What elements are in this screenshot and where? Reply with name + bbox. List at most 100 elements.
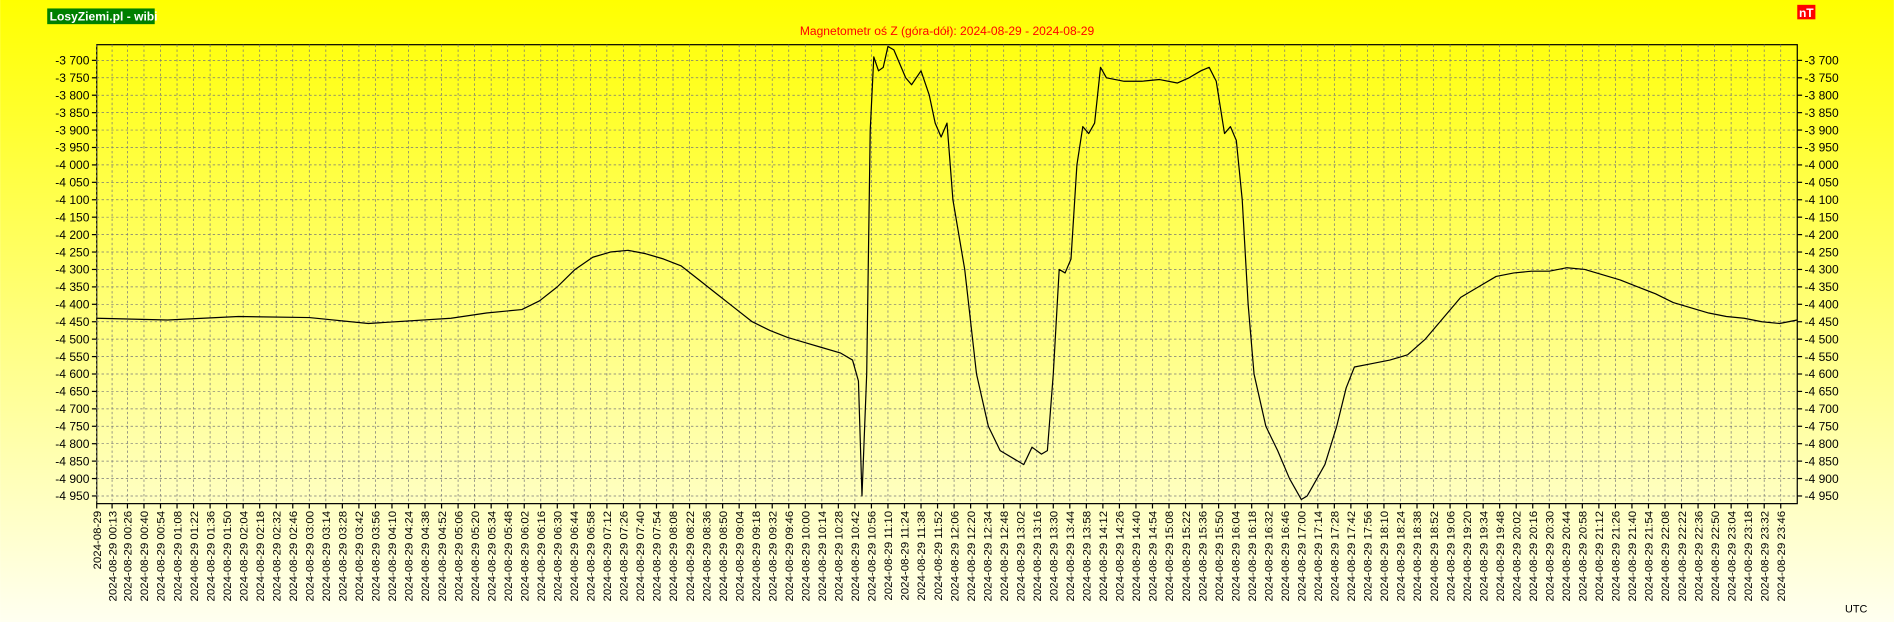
x-tick-label: 2024-08-29 20:02 — [1511, 511, 1523, 602]
x-tick-label: 2024-08-29 12:06 — [949, 511, 961, 602]
y2-tick-label: -3 800 — [1805, 88, 1839, 102]
x-tick-label: 2024-08-29 09:32 — [767, 511, 779, 602]
x-tick-label: 2024-08-29 22:08 — [1660, 511, 1672, 602]
y2-tick-label: -4 400 — [1805, 298, 1839, 312]
x-tick-label: 2024-08-29 14:40 — [1131, 511, 1143, 602]
x-tick-label: 2024-08-29 11:52 — [933, 511, 945, 601]
y-tick-label: -4 750 — [55, 420, 89, 434]
x-tick-label: 2024-08-29 08:22 — [685, 511, 697, 602]
unit-label: nT — [1799, 6, 1814, 20]
x-tick-label: 2024-08-29 20:30 — [1545, 511, 1557, 602]
x-tick-label: 2024-08-29 02:04 — [238, 510, 250, 601]
y2-tick-label: -4 150 — [1805, 210, 1839, 224]
x-tick-label: 2024-08-29 21:26 — [1611, 511, 1623, 602]
y-tick-label: -4 100 — [55, 193, 89, 207]
y-tick-label: -4 350 — [55, 280, 89, 294]
x-tick-label: 2024-08-29 15:08 — [1164, 511, 1176, 602]
y-tick-label: -4 700 — [55, 402, 89, 416]
x-tick-label: 2024-08-29 18:24 — [1396, 510, 1408, 601]
y2-tick-label: -3 950 — [1805, 141, 1839, 155]
y-tick-label: -4 450 — [55, 315, 89, 329]
x-tick-label: 2024-08-29 00:54 — [156, 510, 168, 601]
plot: -3 700 -3 700 -3 750 -3 750 -3 800 -3 800 -3 8… — [55, 44, 1839, 602]
x-tick-label: 2024-08-29 15:36 — [1197, 511, 1209, 602]
x-tick-label: 2024-08-29 07:26 — [619, 511, 631, 602]
y2-tick-label: -4 950 — [1805, 489, 1839, 503]
y2-tick-label: -4 700 — [1805, 402, 1839, 416]
x-tick-label: 2024-08-29 15:50 — [1214, 511, 1226, 602]
x-tick-label: 2024-08-29 05:34 — [486, 510, 498, 601]
x-tick-label: 2024-08-29 08:50 — [718, 511, 730, 602]
x-tick-label: 2024-08-29 09:04 — [734, 510, 746, 601]
unit-badge — [1797, 4, 1816, 20]
y-tick-label: -4 500 — [55, 332, 89, 346]
y2-tick-label: -4 850 — [1805, 454, 1839, 468]
y-tick-label: -4 800 — [55, 437, 89, 451]
x-tick-label: 2024-08-29 10:42 — [850, 511, 862, 602]
y-tick-label: -4 000 — [55, 158, 89, 172]
x-tick-label: 2024-08-29 16:46 — [1280, 511, 1292, 602]
x-tick-label: 2024-08-29 19:06 — [1445, 511, 1457, 602]
x-tick-label: 2024-08-29 15:22 — [1181, 511, 1193, 602]
x-tick-label: 2024-08-29 10:00 — [801, 511, 813, 602]
x-tick-label: 2024-08-29 14:26 — [1115, 511, 1127, 602]
y-tick-label: -4 200 — [55, 228, 89, 242]
y-tick-label: -4 900 — [55, 472, 89, 486]
x-tick-label: 2024-08-29 21:12 — [1594, 511, 1606, 602]
y-tick-label: -3 700 — [55, 54, 89, 68]
x-tick-label: 2024-08-29 09:18 — [751, 511, 763, 602]
x-tick-label: 2024-08-29 17:56 — [1363, 511, 1375, 602]
y-tick-label: -4 300 — [55, 263, 89, 277]
x-tick-label: 2024-08-29 10:28 — [834, 511, 846, 602]
x-tick-label: 2024-08-29 07:54 — [652, 510, 664, 601]
y-tick-label: -4 850 — [55, 454, 89, 468]
x-tick-label: 2024-08-29 11:10 — [883, 511, 895, 601]
x-tick-label: 2024-08-29 23:32 — [1759, 511, 1771, 602]
x-tick-label: 2024-08-29 12:20 — [966, 511, 978, 602]
x-tick-label: 2024-08-29 00:26 — [123, 511, 135, 602]
x-tick-label: 2024-08-29 22:36 — [1693, 511, 1705, 602]
x-tick-label: 2024-08-29 16:18 — [1247, 511, 1259, 602]
x-tick-label: 2024-08-29 23:18 — [1743, 511, 1755, 602]
x-tick-label: 2024-08-29 22:50 — [1710, 511, 1722, 602]
x-tick-label: 2024-08-29 03:28 — [338, 511, 350, 602]
x-tick-label: 2024-08-29 13:30 — [1049, 511, 1061, 602]
y2-tick-label: -4 200 — [1805, 228, 1839, 242]
y-tick-label: -4 250 — [55, 245, 89, 259]
x-tick-label: 2024-08-29 03:56 — [371, 511, 383, 602]
x-tick-label: 2024-08-29 04:24 — [404, 510, 416, 601]
x-axis-label: UTC — [1845, 603, 1867, 615]
x-tick-label: 2024-08-29 00:40 — [139, 511, 151, 602]
y-tick-label: -3 950 — [55, 141, 89, 155]
x-tick-label: 2024-08-29 13:16 — [1032, 511, 1044, 602]
x-tick-label: 2024-08-29 12:34 — [982, 510, 994, 601]
x-tick-label: 2024-08-29 03:14 — [321, 510, 333, 601]
x-tick-label: 2024-08-29 11:38 — [916, 511, 928, 601]
x-tick-label: 2024-08-29 18:38 — [1412, 511, 1424, 602]
x-tick-label: 2024-08-29 21:40 — [1627, 511, 1639, 602]
x-tick-label: 2024-08-29 22:22 — [1677, 511, 1689, 602]
x-tick-label: 2024-08-29 21:54 — [1644, 510, 1656, 601]
x-tick-label: 2024-08-29 03:42 — [354, 511, 366, 602]
x-tick-label: 2024-08-29 — [92, 511, 104, 570]
x-tick-label: 2024-08-29 01:36 — [205, 511, 217, 602]
x-tick-label: 2024-08-29 20:44 — [1561, 510, 1573, 601]
x-tick-label: 2024-08-29 06:58 — [586, 511, 598, 602]
x-tick-label: 2024-08-29 11:24 — [900, 510, 912, 600]
x-tick-label: 2024-08-29 09:46 — [784, 511, 796, 602]
x-tick-label: 2024-08-29 04:10 — [387, 511, 399, 602]
x-tick-label: 2024-08-29 17:14 — [1313, 510, 1325, 601]
x-tick-label: 2024-08-29 23:04 — [1726, 510, 1738, 601]
y-tick-label: -4 600 — [55, 367, 89, 381]
chart-title: Magnetometr oś Z (góra-dół): 2024-08-29 … — [800, 24, 1095, 38]
x-tick-label: 2024-08-29 16:04 — [1230, 510, 1242, 601]
y-tick-label: -3 800 — [55, 88, 89, 102]
y2-tick-label: -4 500 — [1805, 332, 1839, 346]
x-tick-label: 2024-08-29 19:20 — [1462, 511, 1474, 602]
x-tick-label: 2024-08-29 06:30 — [553, 511, 565, 602]
x-tick-label: 2024-08-29 06:16 — [536, 511, 548, 602]
x-tick-label: 2024-08-29 06:02 — [519, 511, 531, 602]
x-tick-label: 2024-08-29 01:08 — [172, 511, 184, 602]
x-tick-label: 2024-08-29 16:32 — [1263, 511, 1275, 602]
